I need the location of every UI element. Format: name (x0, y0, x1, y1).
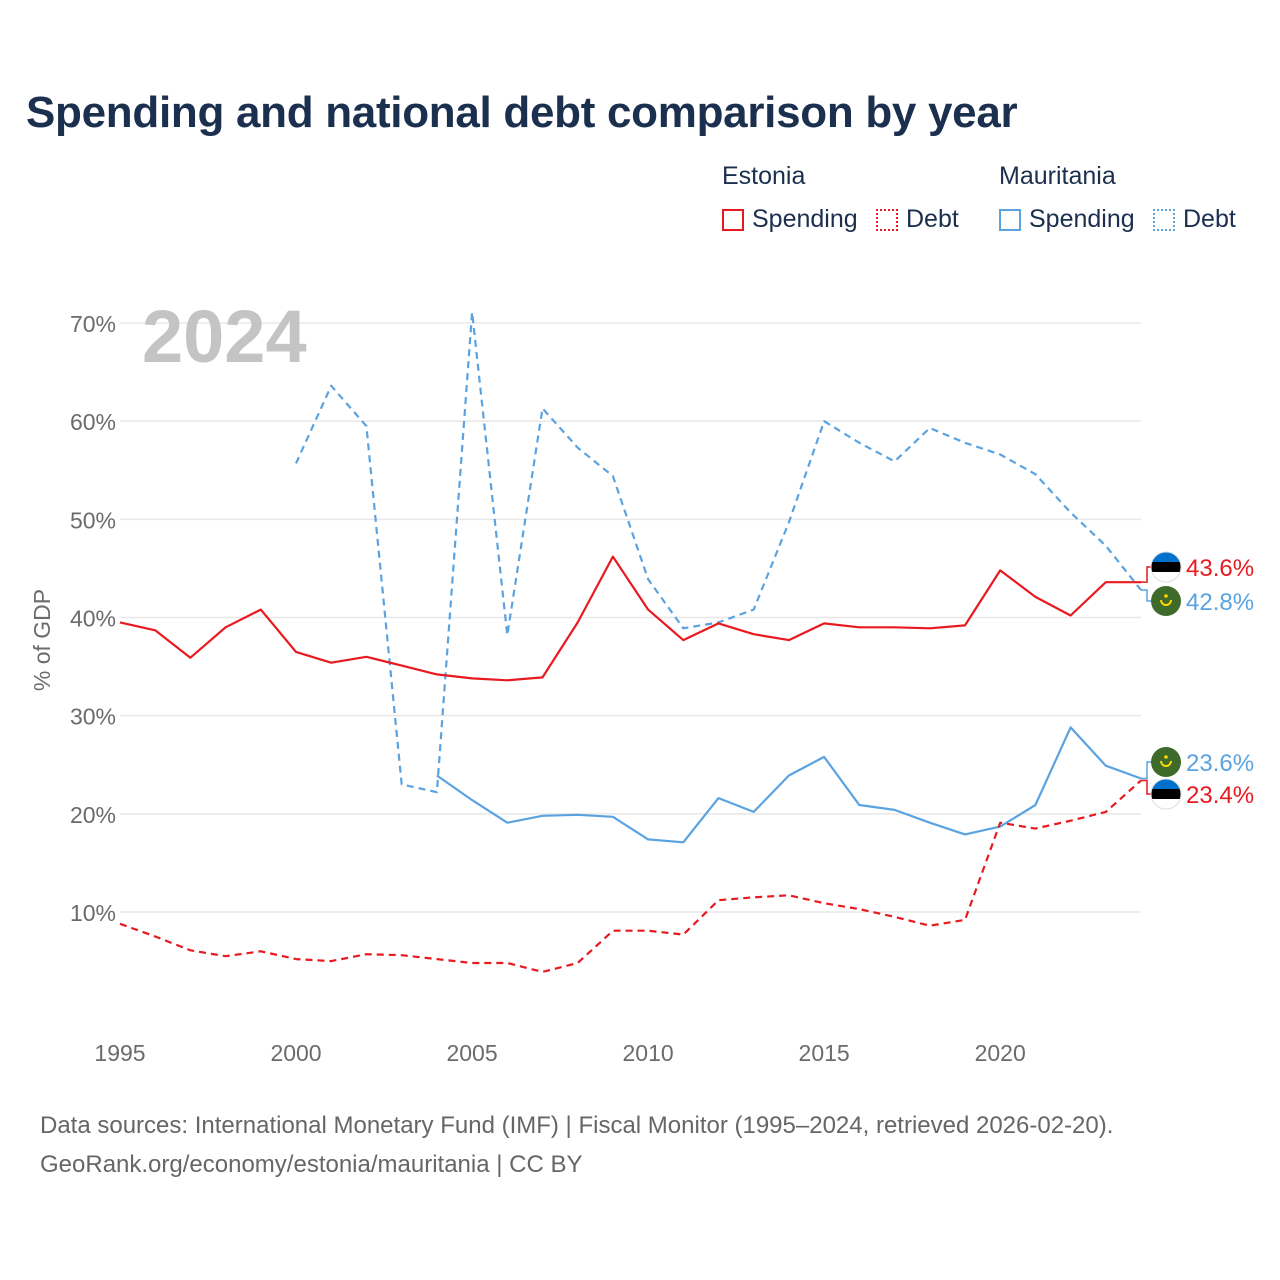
chart-title: Spending and national debt comparison by… (26, 88, 1018, 137)
legend-label: Debt (906, 205, 959, 233)
line-chart: 2024 10% 20% 30% 40% 50% 60% 70% 1995 2000 2005 2… (29, 295, 1254, 1066)
series-line-mauritania-debt (294, 311, 1142, 794)
y-tick-label: 50% (70, 507, 116, 533)
x-tick-label: 2005 (446, 1040, 497, 1066)
y-tick-label: 60% (70, 409, 116, 435)
legend-swatch-solid-blue (999, 208, 1021, 231)
y-tick-label: 10% (70, 900, 116, 926)
legend-label: Debt (1183, 205, 1236, 233)
legend-label: Spending (752, 205, 858, 233)
sources-link[interactable]: GeoRank.org/economy/estonia/mauritania |… (40, 1151, 583, 1178)
connector-line (1141, 589, 1153, 602)
end-value-label: 23.4% (1186, 782, 1254, 809)
connector-line (1141, 761, 1153, 780)
estonia-flag-icon (1150, 551, 1182, 583)
end-value-label: 42.8% (1186, 589, 1254, 616)
legend-swatch-solid-red (722, 208, 744, 231)
end-value-label: 43.6% (1186, 555, 1254, 582)
x-tick-label: 2010 (623, 1040, 674, 1066)
x-tick-label: 2000 (270, 1040, 321, 1066)
legend-group-estonia: Estonia (722, 162, 806, 190)
y-tick-label: 20% (70, 802, 116, 828)
year-watermark: 2024 (142, 295, 307, 378)
series-line-estonia-debt (119, 779, 1142, 974)
mauritania-flag-icon (1151, 586, 1181, 616)
sources-line-1: Data sources: International Monetary Fun… (40, 1112, 1114, 1139)
end-value-label: 23.6% (1186, 750, 1254, 777)
legend-item-mauritania-spending[interactable]: Spending (999, 205, 1135, 234)
legend-item-estonia-spending[interactable]: Spending (722, 205, 858, 234)
y-tick-label: 40% (70, 606, 116, 632)
legend-swatch-dotted-red (876, 208, 898, 231)
connector-line (1141, 566, 1153, 583)
mauritania-flag-icon (1151, 747, 1181, 777)
y-axis-label: % of GDP (29, 589, 55, 691)
estonia-flag-icon (1150, 778, 1182, 810)
y-tick-label: 30% (70, 704, 116, 730)
connector-line (1141, 779, 1153, 795)
legend-item-estonia-debt[interactable]: Debt (876, 205, 959, 234)
x-tick-label: 2020 (975, 1040, 1026, 1066)
y-tick-label: 70% (70, 311, 116, 337)
x-tick-label: 1995 (94, 1040, 145, 1066)
series-line-mauritania-spending (436, 726, 1142, 844)
series-line-estonia-spending (119, 555, 1141, 682)
x-tick-label: 2015 (799, 1040, 850, 1066)
legend-swatch-dotted-blue (1153, 208, 1175, 231)
legend-group-mauritania: Mauritania (999, 162, 1116, 190)
legend-label: Spending (1029, 205, 1135, 233)
legend-item-mauritania-debt[interactable]: Debt (1153, 205, 1236, 234)
data-sources: Data sources: International Monetary Fun… (40, 1106, 1113, 1184)
